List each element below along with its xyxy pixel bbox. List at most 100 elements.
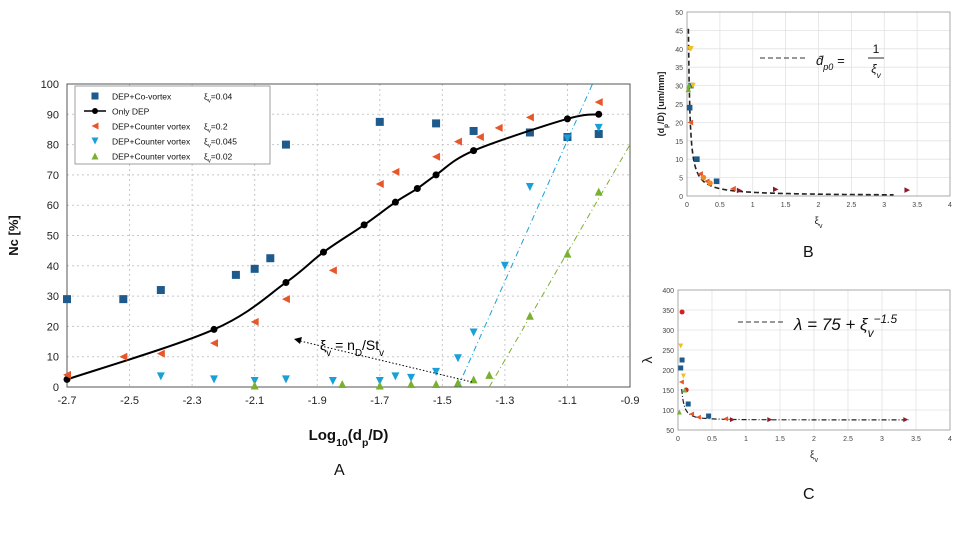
x-tick-label: -1.5 [433, 395, 452, 407]
x-tick-label: 1.5 [775, 436, 785, 443]
legend-label: DEP+Counter vortex [112, 122, 191, 132]
data-point [119, 295, 128, 304]
figure-label-b: B [803, 244, 814, 261]
x-axis-label: ξv [815, 216, 823, 230]
data-point [685, 86, 692, 93]
data-point [485, 370, 494, 379]
legend-marker [91, 122, 99, 130]
data-point [469, 328, 478, 337]
x-tick-label: -0.9 [621, 395, 640, 407]
data-point [375, 179, 384, 188]
legend-marker [91, 92, 99, 100]
y-tick-label: 90 [47, 109, 59, 121]
data-point [563, 134, 572, 143]
x-tick-label: 2.5 [843, 436, 853, 443]
data-point [697, 171, 703, 177]
y-tick-label: 0 [679, 194, 683, 201]
data-point [250, 264, 259, 273]
data-point [63, 370, 71, 379]
series-group [156, 123, 603, 385]
legend-formula: λ = 75 + ξv−1.5 [793, 312, 897, 340]
x-tick-label: 3.5 [911, 436, 921, 443]
series-group [687, 119, 736, 192]
series-group [686, 46, 696, 89]
legend: DEP+Co-vortex ξv=0.04 Only DEP DEP+Counter … [74, 85, 271, 165]
x-tick-label: -1.7 [370, 395, 389, 407]
data-point [706, 413, 712, 419]
data-point [688, 46, 694, 52]
y-tick-label: 350 [662, 308, 674, 315]
data-point [391, 372, 400, 381]
data-point [723, 416, 729, 422]
x-tick-label: 2.5 [847, 202, 857, 209]
x-tick-label: 1.5 [781, 202, 791, 209]
series-line [66, 113, 599, 381]
data-point [525, 311, 534, 320]
series-group [700, 174, 713, 186]
y-tick-label: 80 [47, 140, 59, 152]
data-point [470, 147, 478, 155]
legend-marker [92, 108, 98, 114]
y-tick-label: 50 [47, 231, 59, 243]
y-tick-label: 200 [662, 368, 674, 375]
y-tick-label: 50 [675, 10, 683, 17]
x-tick-label: -2.5 [120, 395, 139, 407]
data-point [282, 278, 290, 286]
data-point [407, 373, 416, 382]
legend-label: DEP+Co-vortex [112, 92, 172, 102]
data-point [525, 128, 534, 137]
y-tick-label: 400 [662, 288, 674, 295]
data-point [453, 378, 462, 387]
x-tick-label: 4 [948, 436, 952, 443]
x-tick-label: -2.1 [245, 395, 264, 407]
x-tick-label: 3 [880, 436, 884, 443]
x-axis-label: ξv [810, 450, 818, 464]
data-point [679, 309, 685, 315]
data-point [736, 187, 743, 194]
y-tick-label: 10 [675, 157, 683, 164]
data-point [432, 171, 440, 179]
y-tick-label: 40 [675, 47, 683, 54]
data-point [413, 185, 421, 193]
x-tick-label: -1.1 [558, 395, 577, 407]
y-tick-label: 10 [47, 352, 59, 364]
data-point [676, 409, 682, 415]
data-point [432, 379, 441, 388]
data-point [210, 375, 219, 384]
data-point [594, 98, 603, 107]
legend-xi: ξv=0.02 [204, 152, 233, 165]
data-point [375, 376, 384, 385]
data-point [210, 325, 218, 333]
data-point [500, 261, 509, 270]
data-point [678, 343, 684, 349]
data-point [904, 187, 911, 193]
y-axis-label: λ [639, 357, 655, 364]
data-point [690, 82, 696, 89]
series-group [676, 387, 688, 415]
y-tick-label: 30 [47, 291, 59, 303]
data-point [250, 381, 259, 390]
legend-denominator: ξv [871, 62, 881, 80]
y-tick-label: 100 [41, 79, 59, 91]
data-point [713, 178, 720, 185]
data-point [391, 167, 400, 176]
data-point [700, 174, 707, 181]
y-tick-label: 150 [662, 388, 674, 395]
x-tick-label: 2 [817, 202, 821, 209]
x-tick-label: 0.5 [707, 436, 717, 443]
data-point [231, 270, 240, 279]
data-point [680, 373, 686, 379]
series-group [678, 357, 712, 419]
legend-label: Only DEP [112, 107, 150, 117]
y-tick-label: 20 [675, 120, 683, 127]
x-tick-label: 0 [676, 436, 680, 443]
data-point [432, 119, 441, 128]
data-point [210, 339, 219, 348]
data-point [360, 221, 368, 229]
data-point [328, 266, 337, 275]
legend-xi: ξv=0.2 [204, 122, 228, 135]
x-tick-label: 3.5 [912, 202, 922, 209]
data-point [156, 349, 165, 358]
data-point [407, 379, 416, 388]
data-point [679, 357, 685, 363]
